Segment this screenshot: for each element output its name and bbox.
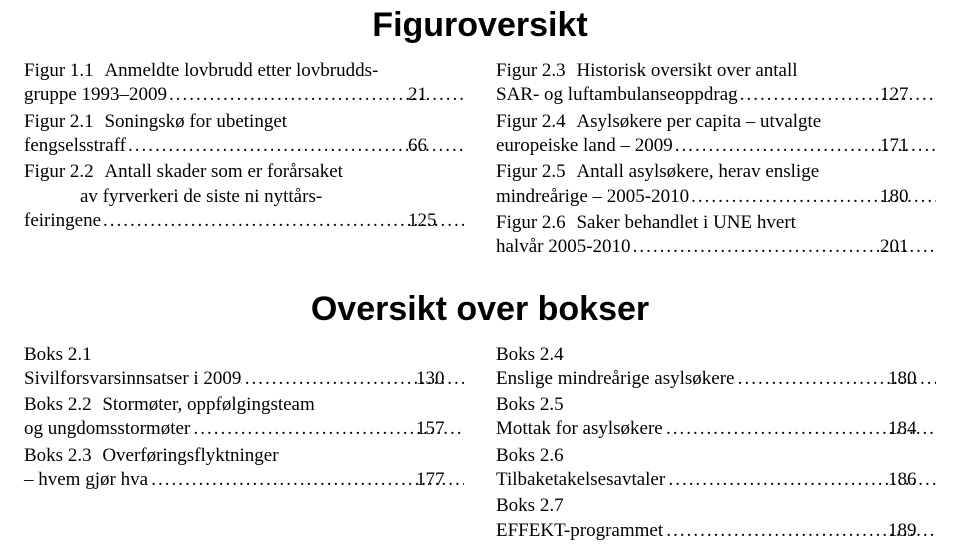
toc-title: Boks 2.4 Enslige mindreårige asylsøkere1…	[496, 343, 936, 392]
toc-text: Sivilforsvarsinnsatser i 2009	[72, 367, 241, 391]
toc-entry: Boks 2.2 Stormøter, oppfølgingsteamog un…	[24, 393, 464, 442]
bokser-columns: Boks 2.1 Sivilforsvarsinnsatser i 200913…	[24, 343, 936, 544]
toc-title: Boks 2.6 Tilbaketakelsesavtaler186	[496, 444, 936, 493]
figur-col-left: Figur 1.1 Anmeldte lovbrudd etter lovbru…	[24, 59, 464, 260]
toc-title: Figur 2.1 Soningskø for ubetingetfengsel…	[24, 110, 464, 159]
toc-label: Figur 2.5	[496, 161, 576, 182]
figur-columns: Figur 1.1 Anmeldte lovbrudd etter lovbru…	[24, 59, 936, 260]
toc-text: halvår 2005-2010	[552, 235, 631, 259]
toc-text: EFFEKT-programmet	[544, 519, 663, 543]
toc-label: Boks 2.5	[496, 394, 570, 415]
figur-heading: Figuroversikt	[24, 6, 936, 45]
toc-title: Figur 2.2 Antall skader som er forårsake…	[24, 160, 464, 233]
toc-entry: Boks 2.5 Mottak for asylsøkere184	[496, 393, 936, 442]
toc-text: gruppe 1993–2009	[80, 83, 167, 107]
toc-label: Figur 2.4	[496, 111, 576, 132]
toc-title: Boks 2.2 Stormøter, oppfølgingsteamog un…	[24, 393, 464, 442]
toc-entry: Boks 2.1 Sivilforsvarsinnsatser i 200913…	[24, 343, 464, 392]
toc-label: Boks 2.4	[496, 344, 570, 365]
toc-label: Boks 2.1	[24, 344, 98, 365]
toc-text: Tilbaketakelsesavtaler	[544, 468, 665, 492]
toc-text: – hvem gjør hva	[72, 468, 148, 492]
toc-label: Figur 2.1	[24, 111, 104, 132]
toc-label: Boks 2.7	[496, 495, 570, 516]
toc-text: mindreårige – 2005-2010	[552, 185, 689, 209]
toc-label: Figur 2.3	[496, 60, 576, 81]
toc-title: Figur 2.6 Saker behandlet i UNE hverthal…	[496, 211, 936, 260]
toc-title: Figur 2.3 Historisk oversikt over antall…	[496, 59, 936, 108]
toc-title: Boks 2.3 Overføringsflyktninger– hvem gj…	[24, 444, 464, 493]
toc-text: Mottak for asylsøkere	[544, 417, 663, 441]
toc-text: SAR- og luftambulanseoppdrag	[552, 83, 738, 107]
toc-entry: Boks 2.7 EFFEKT-programmet189	[496, 494, 936, 543]
toc-entry: Figur 2.3 Historisk oversikt over antall…	[496, 59, 936, 108]
toc-entry: Figur 2.1 Soningskø for ubetingetfengsel…	[24, 110, 464, 159]
toc-entry: Figur 2.4 Asylsøkere per capita – utvalg…	[496, 110, 936, 159]
toc-entry: Boks 2.6 Tilbaketakelsesavtaler186	[496, 444, 936, 493]
toc-title: Figur 2.5 Antall asylsøkere, herav ensli…	[496, 160, 936, 209]
toc-entry: Figur 2.2 Antall skader som er forårsake…	[24, 160, 464, 233]
toc-text: feiringene	[80, 209, 101, 233]
toc-title: Figur 2.4 Asylsøkere per capita – utvalg…	[496, 110, 936, 159]
toc-entry: Boks 2.4 Enslige mindreårige asylsøkere1…	[496, 343, 936, 392]
bokser-section: Oversikt over bokser Boks 2.1 Sivilforsv…	[24, 290, 936, 544]
toc-label: Boks 2.3	[24, 445, 102, 466]
toc-text: og ungdomsstormøter	[72, 417, 190, 441]
figur-col-right: Figur 2.3 Historisk oversikt over antall…	[496, 59, 936, 260]
toc-entry: Figur 2.5 Antall asylsøkere, herav ensli…	[496, 160, 936, 209]
toc-label: Figur 1.1	[24, 60, 104, 81]
bokser-col-right: Boks 2.4 Enslige mindreårige asylsøkere1…	[496, 343, 936, 544]
toc-title: Boks 2.5 Mottak for asylsøkere184	[496, 393, 936, 442]
bokser-col-left: Boks 2.1 Sivilforsvarsinnsatser i 200913…	[24, 343, 464, 544]
toc-label: Boks 2.2	[24, 394, 102, 415]
toc-label: Boks 2.6	[496, 445, 570, 466]
toc-label: Figur 2.6	[496, 212, 576, 233]
toc-entry: Boks 2.3 Overføringsflyktninger– hvem gj…	[24, 444, 464, 493]
toc-entry: Figur 2.6 Saker behandlet i UNE hverthal…	[496, 211, 936, 260]
bokser-heading: Oversikt over bokser	[24, 290, 936, 329]
toc-title: Figur 1.1 Anmeldte lovbrudd etter lovbru…	[24, 59, 464, 108]
toc-leader	[663, 519, 936, 543]
toc-text: Enslige mindreårige asylsøkere	[544, 367, 734, 391]
toc-title: Boks 2.7 EFFEKT-programmet189	[496, 494, 936, 543]
toc-text: europeiske land – 2009	[552, 134, 673, 158]
page: Figuroversikt Figur 1.1 Anmeldte lovbrud…	[0, 0, 960, 553]
toc-entry: Figur 1.1 Anmeldte lovbrudd etter lovbru…	[24, 59, 464, 108]
toc-text: fengselsstraff	[80, 134, 126, 158]
toc-title: Boks 2.1 Sivilforsvarsinnsatser i 200913…	[24, 343, 464, 392]
toc-label: Figur 2.2	[24, 161, 104, 182]
